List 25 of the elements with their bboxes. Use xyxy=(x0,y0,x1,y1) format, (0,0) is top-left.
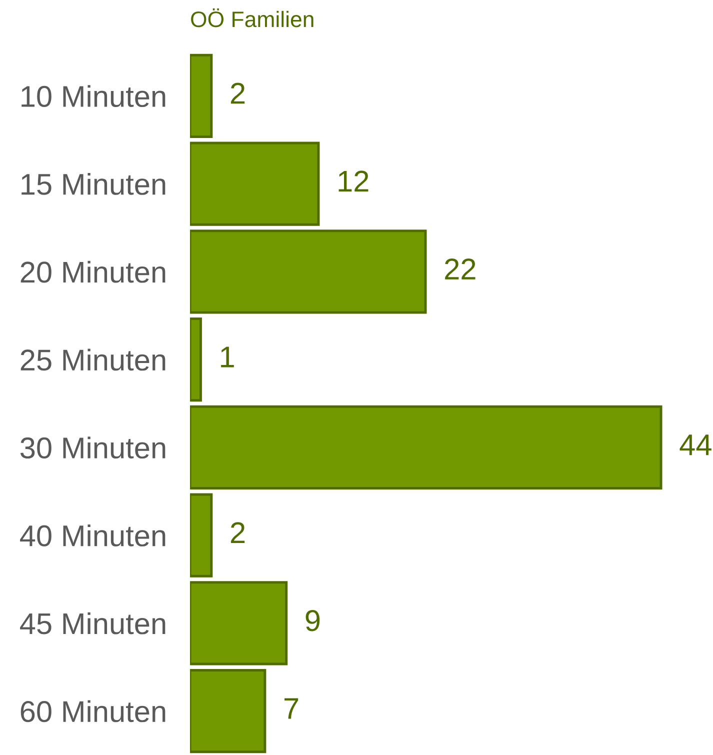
y-tick-label: 10 Minuten xyxy=(22,85,166,108)
y-tick-label: 30 Minuten xyxy=(20,436,166,459)
data-label: 12 xyxy=(338,170,368,192)
bar xyxy=(190,668,266,754)
y-tick-label: 40 Minuten xyxy=(20,524,166,546)
bar xyxy=(190,493,213,578)
bar xyxy=(190,142,320,226)
bar xyxy=(190,317,202,402)
data-label: 2 xyxy=(230,82,245,104)
chart-title: OÖ Familien xyxy=(191,8,314,28)
data-label: 1 xyxy=(221,346,234,368)
data-label: 2 xyxy=(230,522,245,544)
y-tick-label: 20 Minuten xyxy=(20,260,166,283)
data-label: 7 xyxy=(284,698,298,719)
y-tick-label: 45 Minuten xyxy=(20,612,166,634)
y-tick-label: 15 Minuten xyxy=(22,172,166,195)
data-label: 22 xyxy=(445,258,476,280)
data-label: 44 xyxy=(680,434,712,456)
bar xyxy=(190,405,662,490)
bar xyxy=(190,581,288,666)
bar xyxy=(190,54,213,138)
y-tick-label: 60 Minuten xyxy=(20,700,166,722)
data-label: 9 xyxy=(306,610,320,632)
bar xyxy=(190,230,427,314)
y-tick-label: 25 Minuten xyxy=(20,348,166,371)
